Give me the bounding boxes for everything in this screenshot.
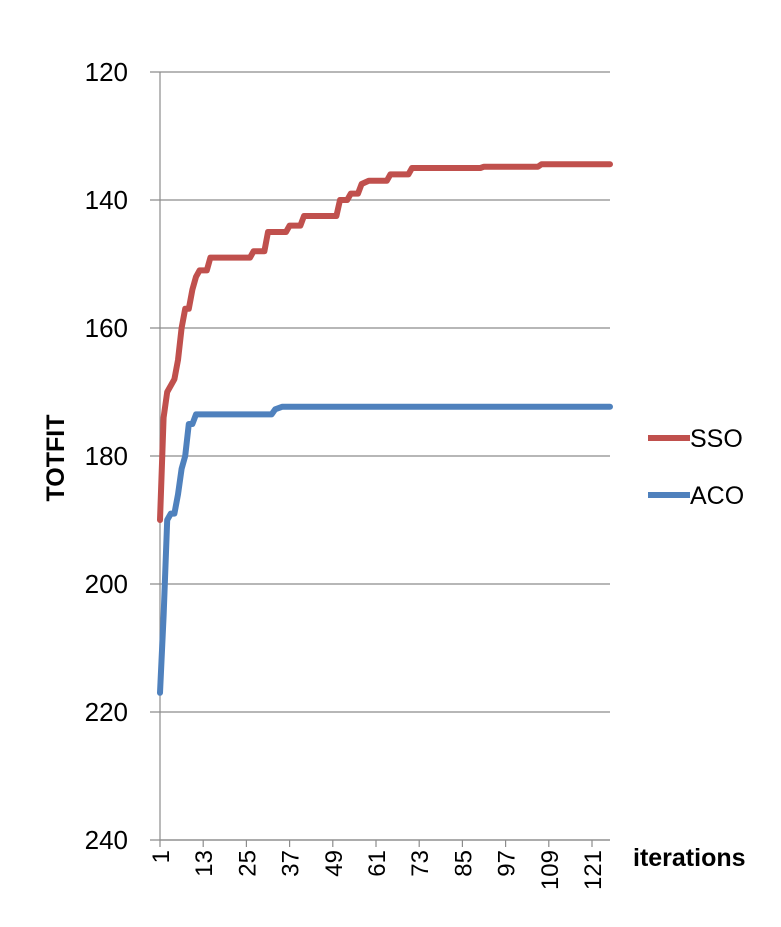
- y-tick-label: 240: [85, 825, 128, 855]
- x-tick-label: 61: [364, 850, 391, 877]
- x-axis-title: iterations: [633, 844, 746, 872]
- y-tick-label: 120: [85, 57, 128, 87]
- y-tick-labels: 120 140 160 180 200 220 240: [85, 57, 128, 855]
- series-lines: [157, 161, 613, 696]
- legend: SSO ACO: [648, 425, 744, 510]
- x-tick-labels: 1 13 25 37 49 61 73 85 97 109 121: [148, 840, 607, 890]
- x-tick-label: 49: [321, 850, 348, 877]
- legend-label-sso: SSO: [690, 425, 743, 453]
- x-tick-label: 109: [537, 850, 564, 890]
- x-tick-label: 97: [494, 850, 521, 877]
- y-tick-label: 220: [85, 697, 128, 727]
- x-tick-label: 121: [580, 850, 607, 890]
- gridlines: [150, 71, 610, 841]
- series-line-aco: [157, 403, 613, 696]
- x-tick-label: 25: [234, 850, 261, 877]
- y-axis-title: TOTFIT: [42, 414, 70, 501]
- x-tick-label: 73: [407, 850, 434, 877]
- y-tick-label: 200: [85, 569, 128, 599]
- x-tick-label: 1: [148, 850, 175, 863]
- legend-label-aco: ACO: [690, 482, 744, 510]
- x-tick-label: 85: [450, 850, 477, 877]
- x-tick-label: 37: [278, 850, 305, 877]
- y-tick-label: 160: [85, 313, 128, 343]
- x-tick-label: 13: [191, 850, 218, 877]
- y-tick-label: 180: [85, 441, 128, 471]
- y-tick-label: 140: [85, 185, 128, 215]
- series-line-sso: [157, 161, 613, 523]
